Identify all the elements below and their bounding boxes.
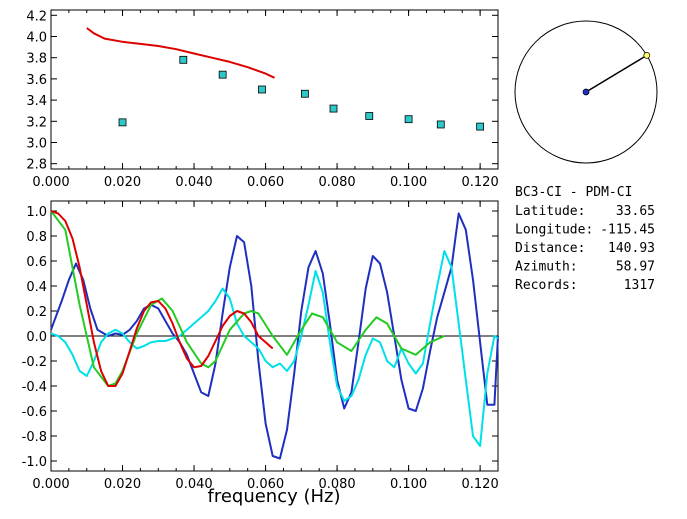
data-point	[179, 55, 188, 64]
x-tick-label: 0.000	[32, 477, 69, 492]
event-marker	[643, 52, 651, 59]
x-tick-label: 0.020	[104, 175, 141, 190]
info-value: 1317	[624, 278, 655, 293]
info-label: Latitude:	[515, 204, 585, 219]
x-tick-label: 0.100	[390, 477, 427, 492]
y-tick-label: -0.6	[22, 405, 47, 420]
y-tick-label: -0.8	[22, 430, 47, 445]
dispersion-plot-frame	[50, 9, 499, 170]
coherency-panel: 0.000 0.020 0.040 0.060 0.080 0.100 0.120 -1.0 -…	[22, 200, 499, 507]
x-tick-label: 0.080	[318, 477, 355, 492]
dispersion-axis-ticks: 0.000 0.020 0.040 0.060 0.080 0.100 0.120 2.8 3.…	[26, 9, 498, 190]
info-rows: Latitude: 33.65 Longitude: -115.45 Distance:…	[515, 204, 655, 293]
x-tick-label: 0.080	[318, 175, 355, 190]
x-tick-label: 0.000	[32, 175, 69, 190]
y-tick-label: 0.4	[26, 280, 47, 295]
y-tick-label: 0.6	[26, 255, 47, 270]
x-tick-label: 0.040	[175, 175, 212, 190]
y-tick-label: -0.4	[22, 380, 47, 395]
station-pair: BC3-CI - PDM-CI	[515, 185, 632, 200]
station-info: BC3-CI - PDM-CI Latitude: 33.65 Longitude:…	[515, 185, 655, 293]
info-value: -115.45	[600, 223, 655, 238]
station-map	[514, 20, 658, 164]
x-tick-label: 0.120	[462, 175, 499, 190]
y-tick-label: 2.8	[26, 158, 47, 173]
data-point	[404, 115, 413, 124]
y-tick-label: -1.0	[22, 455, 47, 470]
y-tick-label: 3.2	[26, 115, 47, 130]
info-value: 58.97	[616, 260, 655, 275]
info-label: Azimuth:	[515, 260, 578, 275]
data-point	[118, 118, 127, 127]
info-label: Distance:	[515, 241, 585, 256]
coherency-axis-ticks: 0.000 0.020 0.040 0.060 0.080 0.100 0.120 -1.0 -…	[22, 201, 499, 492]
info-value: 33.65	[616, 204, 655, 219]
y-tick-label: 4.0	[26, 31, 47, 46]
x-tick-label: 0.060	[247, 175, 284, 190]
y-tick-label: -0.2	[22, 355, 47, 370]
info-label: Records:	[515, 278, 578, 293]
series-line-3	[50, 210, 274, 387]
x-tick-label: 0.060	[247, 477, 284, 492]
station-marker	[582, 88, 590, 96]
info-label: Longitude:	[515, 223, 593, 238]
y-tick-label: 3.0	[26, 137, 47, 152]
x-tick-label: 0.100	[390, 175, 427, 190]
azimuth-line	[585, 54, 648, 93]
data-point	[218, 70, 227, 79]
data-point	[436, 120, 445, 129]
y-tick-label: 0.0	[26, 330, 47, 345]
x-axis-label: frequency (Hz)	[207, 486, 340, 507]
y-tick-label: 3.6	[26, 73, 47, 88]
map-circle	[514, 20, 658, 164]
series-line-1	[50, 250, 499, 447]
coherency-series	[50, 210, 499, 460]
y-tick-label: 0.2	[26, 305, 47, 320]
data-point	[329, 104, 338, 113]
series-line-0	[50, 212, 499, 460]
x-tick-label: 0.020	[104, 477, 141, 492]
info-value: 140.93	[608, 241, 655, 256]
data-point	[258, 85, 266, 94]
y-tick-label: 1.0	[26, 205, 47, 220]
dispersion-series	[86, 27, 485, 131]
data-point	[476, 122, 485, 131]
x-tick-label: 0.040	[175, 477, 212, 492]
data-point	[300, 89, 309, 98]
series-line-2	[50, 210, 445, 387]
dispersion-panel: 0.000 0.020 0.040 0.060 0.080 0.100 0.120 2.8 3.…	[26, 9, 498, 190]
y-tick-label: 3.8	[26, 52, 47, 67]
y-tick-label: 0.8	[26, 230, 47, 245]
data-point	[365, 112, 374, 120]
series-line-0	[86, 27, 275, 79]
y-tick-label: 3.4	[26, 94, 47, 109]
y-tick-label: 4.2	[26, 9, 47, 24]
x-tick-label: 0.120	[462, 477, 499, 492]
